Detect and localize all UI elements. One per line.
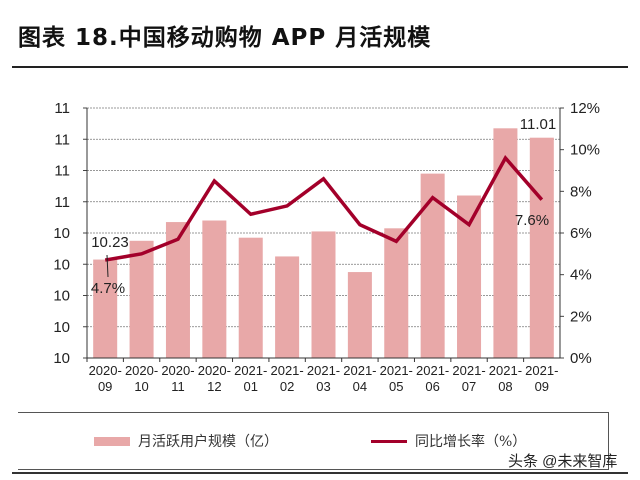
x-tick-label-month: 08	[498, 379, 512, 394]
right-tick-label: 6%	[570, 225, 592, 242]
x-tick-label-year: 2021-	[307, 363, 340, 378]
bar	[311, 231, 336, 358]
left-tick-label: 10	[53, 350, 70, 367]
bar	[529, 137, 554, 358]
left-tick-label: 10	[53, 288, 70, 305]
x-tick-label-year: 2020-	[161, 363, 194, 378]
legend-swatch-bar	[94, 436, 130, 446]
x-tick-label-month: 12	[207, 379, 221, 394]
bar	[165, 222, 190, 358]
left-tick-label: 11	[54, 163, 70, 180]
x-tick-label-month: 07	[462, 379, 476, 394]
bar	[347, 272, 372, 358]
x-tick-label-year: 2021-	[380, 363, 413, 378]
title-divider	[12, 66, 628, 68]
x-tick-label-month: 09	[535, 379, 549, 394]
right-tick-label: 4%	[570, 267, 592, 284]
x-tick-label-year: 2020-	[125, 363, 158, 378]
legend-swatch-line	[371, 439, 407, 443]
right-tick-label: 8%	[570, 183, 592, 200]
x-tick-label-month: 06	[425, 379, 439, 394]
x-tick-label-year: 2021-	[234, 363, 267, 378]
bar	[129, 240, 154, 358]
x-tick-label-month: 11	[171, 379, 185, 394]
left-tick-label: 11	[54, 194, 70, 211]
x-tick-label-month: 02	[280, 379, 294, 394]
x-tick-label-year: 2021-	[489, 363, 522, 378]
data-label: 4.7%	[91, 280, 125, 297]
legend-item-users: 月活跃用户规模（亿）	[94, 431, 278, 451]
chart-title: 图表 18.中国移动购物 APP 月活规模	[18, 25, 432, 51]
data-label: 7.6%	[515, 212, 549, 229]
right-tick-label: 12%	[570, 100, 600, 117]
bar	[93, 259, 118, 358]
x-tick-label-month: 04	[353, 379, 367, 394]
bar	[202, 220, 227, 358]
x-tick-label-year: 2021-	[452, 363, 485, 378]
right-tick-label: 0%	[570, 350, 592, 367]
legend: 月活跃用户规模（亿） 同比增长率（%）	[18, 412, 609, 470]
x-tick-label-month: 10	[134, 379, 148, 394]
bar	[493, 128, 518, 358]
data-label: 10.23	[91, 234, 129, 251]
data-label: 11.01	[520, 116, 556, 133]
x-tick-label-year: 2020-	[198, 363, 231, 378]
data-label-leader	[106, 254, 109, 278]
bar	[420, 173, 445, 358]
legend-label-growth: 同比增长率（%）	[415, 434, 527, 450]
right-tick-label: 10%	[570, 142, 600, 159]
x-tick-label-year: 2020-	[89, 363, 122, 378]
left-tick-label: 10	[53, 225, 70, 242]
bottom-divider	[12, 472, 628, 474]
x-tick-label-year: 2021-	[343, 363, 376, 378]
bar	[384, 228, 409, 358]
x-tick-label-year: 2021-	[525, 363, 558, 378]
watermark: 头条 @未来智库	[508, 453, 618, 470]
x-tick-label-month: 03	[316, 379, 330, 394]
x-tick-label-year: 2021-	[416, 363, 449, 378]
x-tick-label-month: 01	[243, 379, 257, 394]
chart: 1010101010111111110%2%4%6%8%10%12%2020-0…	[53, 100, 600, 394]
x-tick-label-month: 05	[389, 379, 403, 394]
bar	[238, 237, 263, 358]
x-tick-label-year: 2021-	[270, 363, 303, 378]
legend-label-users: 月活跃用户规模（亿）	[138, 434, 278, 450]
legend-item-growth: 同比增长率（%）	[371, 431, 526, 451]
right-tick-label: 2%	[570, 308, 592, 325]
bar	[275, 256, 300, 358]
left-tick-label: 11	[54, 100, 70, 117]
left-tick-label: 11	[54, 131, 70, 148]
x-tick-label-month: 09	[98, 379, 112, 394]
left-tick-label: 10	[53, 256, 70, 273]
left-tick-label: 10	[53, 319, 70, 336]
